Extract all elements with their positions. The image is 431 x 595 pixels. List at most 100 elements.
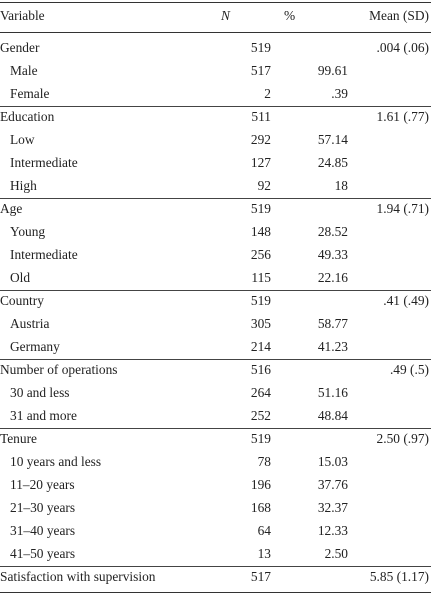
- group-n: 519: [250, 431, 271, 446]
- table-header-rule: [0, 32, 431, 33]
- category-label: 21–30 years: [10, 500, 76, 515]
- group-label: Tenure: [0, 431, 37, 446]
- group-separator: [0, 106, 431, 107]
- table-row-category: Intermediate 256 49.33: [0, 243, 431, 266]
- table-header-row: Variable N % Mean (SD): [0, 4, 431, 27]
- table-row-group: Satisfaction with supervision 517 5.85 (1.…: [0, 565, 431, 588]
- category-percent: 32.37: [317, 500, 348, 515]
- category-n: 64: [257, 523, 271, 538]
- group-n: 517: [250, 569, 271, 584]
- table-row-group: Number of operations 516 .49 (.5): [0, 358, 431, 381]
- table-row-category: Low 292 57.14: [0, 128, 431, 151]
- table-bottom-rule: [0, 592, 431, 593]
- table-row-category: Intermediate 127 24.85: [0, 151, 431, 174]
- category-label: Low: [10, 132, 35, 147]
- table-row-category: 30 and less 264 51.16: [0, 381, 431, 404]
- table-row-category: 21–30 years 168 32.37: [0, 496, 431, 519]
- table-row-group: Tenure 519 2.50 (.97): [0, 427, 431, 450]
- category-label: 10 years and less: [10, 454, 102, 469]
- category-percent: 57.14: [317, 132, 348, 147]
- group-label: Education: [0, 109, 55, 124]
- category-n: 252: [250, 408, 271, 423]
- group-mean-sd: 2.50 (.97): [376, 431, 429, 446]
- category-percent: 22.16: [317, 270, 348, 285]
- group-separator: [0, 359, 431, 360]
- category-label: 30 and less: [10, 385, 70, 400]
- category-percent: 99.61: [317, 63, 348, 78]
- group-separator: [0, 428, 431, 429]
- category-n: 168: [250, 500, 271, 515]
- group-mean-sd: .004 (.06): [376, 40, 429, 55]
- header-n: N: [221, 8, 230, 23]
- category-percent: 48.84: [317, 408, 348, 423]
- category-label: Germany: [10, 339, 60, 354]
- category-n: 13: [257, 546, 271, 561]
- group-label: Gender: [0, 40, 40, 55]
- table-row-category: High 92 18: [0, 174, 431, 197]
- table-row-category: 31–40 years 64 12.33: [0, 519, 431, 542]
- category-n: 264: [250, 385, 271, 400]
- table-top-rule: [0, 2, 431, 3]
- category-percent: 24.85: [317, 155, 348, 170]
- group-mean-sd: .41 (.49): [383, 293, 429, 308]
- table-row-category: 41–50 years 13 2.50: [0, 542, 431, 565]
- category-n: 2: [264, 86, 271, 101]
- group-n: 519: [250, 293, 271, 308]
- table-row-category: Male 517 99.61: [0, 59, 431, 82]
- category-label: Austria: [10, 316, 50, 331]
- table-row-group: Education 511 1.61 (.77): [0, 105, 431, 128]
- header-mean-sd: Mean (SD): [369, 8, 429, 23]
- group-n: 511: [251, 109, 271, 124]
- category-n: 78: [257, 454, 271, 469]
- group-label: Country: [0, 293, 44, 308]
- category-label: Young: [10, 224, 46, 239]
- category-n: 92: [257, 178, 271, 193]
- table-row-group: Country 519 .41 (.49): [0, 289, 431, 312]
- category-percent: 2.50: [324, 546, 348, 561]
- table-row-category: 31 and more 252 48.84: [0, 404, 431, 427]
- category-n: 305: [250, 316, 271, 331]
- header-variable: Variable: [0, 8, 45, 23]
- table-row-category: 10 years and less 78 15.03: [0, 450, 431, 473]
- category-n: 127: [250, 155, 271, 170]
- category-label: 11–20 years: [10, 477, 75, 492]
- category-percent: 18: [334, 178, 348, 193]
- category-label: 31 and more: [10, 408, 77, 423]
- category-n: 214: [250, 339, 271, 354]
- group-n: 519: [250, 40, 271, 55]
- category-n: 292: [250, 132, 271, 147]
- category-label: 41–50 years: [10, 546, 76, 561]
- table-row-category: Young 148 28.52: [0, 220, 431, 243]
- category-percent: 51.16: [317, 385, 348, 400]
- group-separator: [0, 198, 431, 199]
- category-label: 31–40 years: [10, 523, 76, 538]
- group-label: Number of operations: [0, 362, 118, 377]
- group-mean-sd: 1.94 (.71): [376, 201, 429, 216]
- category-label: Female: [10, 86, 50, 101]
- category-percent: 15.03: [317, 454, 348, 469]
- category-percent: 28.52: [317, 224, 348, 239]
- category-percent: 41.23: [317, 339, 348, 354]
- group-n: 516: [250, 362, 271, 377]
- category-label: Intermediate: [10, 155, 78, 170]
- category-percent: 37.76: [317, 477, 348, 492]
- group-label: Age: [0, 201, 23, 216]
- category-n: 196: [250, 477, 271, 492]
- group-mean-sd: .49 (.5): [389, 362, 429, 377]
- category-n: 115: [251, 270, 271, 285]
- category-percent: .39: [331, 86, 348, 101]
- group-separator: [0, 290, 431, 291]
- category-percent: 58.77: [317, 316, 348, 331]
- category-n: 148: [250, 224, 271, 239]
- group-mean-sd: 5.85 (1.17): [369, 569, 429, 584]
- table-row-category: 11–20 years 196 37.76: [0, 473, 431, 496]
- group-label: Satisfaction with supervision: [0, 569, 156, 584]
- category-n: 256: [250, 247, 271, 262]
- category-label: Old: [10, 270, 31, 285]
- table-row-category: Germany 214 41.23: [0, 335, 431, 358]
- table-row-category: Female 2 .39: [0, 82, 431, 105]
- table-row-category: Austria 305 58.77: [0, 312, 431, 335]
- table-row-group: Age 519 1.94 (.71): [0, 197, 431, 220]
- category-percent: 12.33: [317, 523, 348, 538]
